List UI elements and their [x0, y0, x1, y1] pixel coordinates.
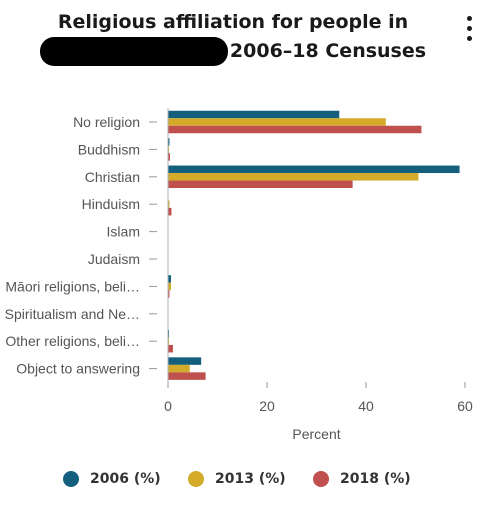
bar	[168, 357, 202, 365]
bar	[168, 118, 386, 126]
x-tick-label: 40	[358, 398, 374, 414]
bar	[168, 125, 422, 134]
menu-dot	[467, 36, 472, 41]
category-label: No religion	[73, 114, 140, 130]
menu-dot	[467, 16, 472, 21]
bar	[168, 207, 172, 216]
x-tick-label: 60	[457, 398, 473, 414]
x-tick-label: 0	[164, 398, 172, 414]
legend-label: 2013 (%)	[215, 471, 286, 487]
category-label: Buddhism	[78, 141, 140, 157]
legend-swatch	[313, 471, 329, 487]
category-label: Islam	[107, 224, 140, 240]
chart-legend: 2006 (%) 2013 (%) 2018 (%)	[0, 468, 500, 492]
legend-swatch	[63, 471, 79, 487]
category-label: Spiritualism and Ne…	[5, 306, 140, 322]
bar	[168, 173, 419, 181]
category-label: Christian	[85, 169, 140, 185]
chart-title: Religious affiliation for people in 2006…	[0, 8, 466, 66]
redacted-region-block	[39, 37, 228, 66]
bar	[168, 282, 171, 291]
bar	[168, 290, 170, 298]
bar	[168, 344, 173, 353]
more-vertical-icon[interactable]	[464, 16, 474, 42]
bar	[168, 200, 170, 208]
legend-label: 2006 (%)	[90, 471, 161, 487]
category-label: Hinduism	[82, 196, 140, 212]
category-label: Other religions, beli…	[5, 333, 140, 349]
category-label: Object to answering	[16, 361, 140, 377]
title-line-2: 2006–18 Censuses	[0, 37, 466, 66]
bar	[168, 364, 190, 373]
bar	[168, 275, 171, 283]
bar	[168, 372, 206, 380]
bar-chart: No religion Buddhism Christian Hinduism Isla…	[5, 108, 473, 442]
x-axis-label: Percent	[292, 426, 340, 442]
x-tick-label: 20	[259, 398, 275, 414]
category-label: Māori religions, beli…	[5, 278, 140, 294]
title-line-1: Religious affiliation for people in	[57, 11, 409, 33]
category-label: Judaism	[88, 251, 140, 267]
bar	[168, 165, 460, 174]
bar	[168, 180, 353, 189]
legend-label: 2018 (%)	[340, 471, 411, 487]
bar	[168, 110, 340, 119]
legend-swatch	[188, 471, 204, 487]
menu-dot	[467, 26, 472, 31]
bar	[168, 153, 170, 161]
bar	[168, 138, 170, 146]
title-line-2-text: 2006–18 Censuses	[229, 40, 427, 62]
